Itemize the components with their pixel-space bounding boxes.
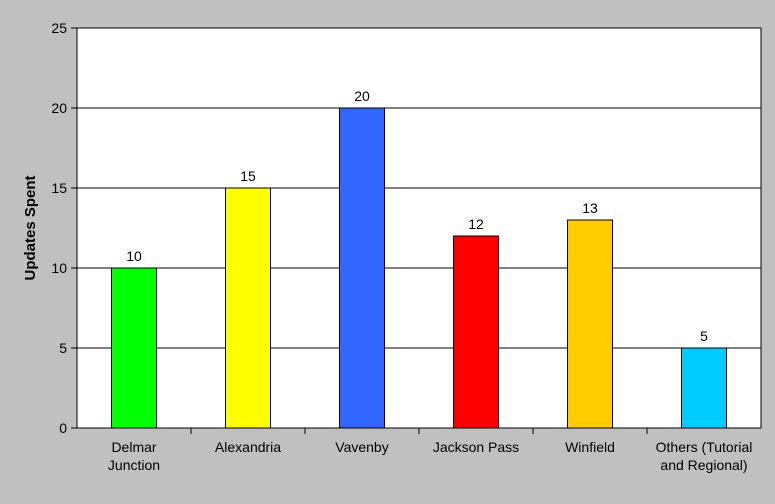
bar: [111, 267, 157, 429]
y-tick-label: 0: [59, 420, 67, 436]
x-tick-label: Vavenby: [335, 439, 388, 455]
x-tick-label-line: Junction: [108, 457, 160, 473]
x-tick-label: Jackson Pass: [433, 439, 519, 455]
x-tick-label: Delmar Junction: [108, 439, 160, 473]
y-tick-label: 10: [51, 260, 67, 276]
data-label: 13: [582, 200, 598, 216]
y-tick-label: 20: [51, 100, 67, 116]
data-label: 12: [468, 216, 484, 232]
y-tick-label: 15: [51, 180, 67, 196]
bars: [111, 107, 727, 429]
x-tick-label-line: Others (Tutorial: [656, 439, 753, 455]
y-axis-label: Updates Spent: [22, 175, 39, 280]
x-tick-label-line: Alexandria: [215, 439, 281, 455]
data-label: 5: [700, 328, 708, 344]
plot-area: [76, 27, 762, 429]
data-label: 20: [354, 88, 370, 104]
bar: [225, 187, 271, 429]
data-labels: 10 15 20 12 13 5: [126, 88, 708, 344]
x-tick-label: Alexandria: [215, 439, 281, 455]
x-tick-label-line: Winfield: [565, 439, 615, 455]
y-tick-label: 25: [51, 20, 67, 36]
y-tick-label: 5: [59, 340, 67, 356]
x-tick-label-line: and Regional): [660, 457, 747, 473]
data-label: 15: [240, 168, 256, 184]
data-label: 10: [126, 248, 142, 264]
x-tick-label: Others (Tutorial and Regional): [656, 439, 753, 473]
bar: [567, 219, 613, 429]
x-tick-label-line: Vavenby: [335, 439, 388, 455]
bar: [339, 107, 385, 429]
bar: [681, 347, 727, 429]
x-tick-label: Winfield: [565, 439, 615, 455]
x-axis-ticks: Delmar Junction Alexandria Vavenby Jackson P…: [108, 428, 752, 473]
gridlines: [77, 107, 761, 349]
bar: [453, 235, 499, 429]
x-tick-label-line: Delmar: [111, 439, 156, 455]
y-axis-ticks: 0 5 10 15 20 25: [51, 20, 77, 436]
x-tick-label-line: Jackson Pass: [433, 439, 519, 455]
